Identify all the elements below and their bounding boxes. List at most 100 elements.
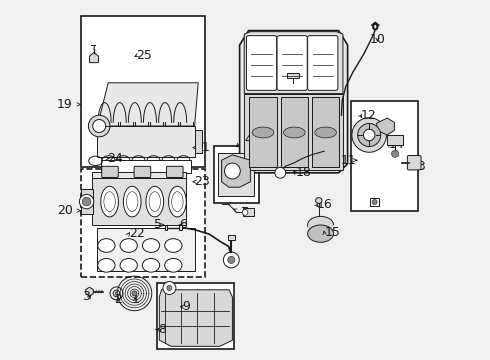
FancyBboxPatch shape bbox=[134, 166, 151, 177]
Ellipse shape bbox=[316, 198, 322, 203]
Text: 17: 17 bbox=[288, 70, 303, 83]
Circle shape bbox=[132, 291, 137, 296]
Ellipse shape bbox=[98, 258, 115, 272]
FancyBboxPatch shape bbox=[102, 166, 118, 177]
Ellipse shape bbox=[169, 186, 186, 217]
Circle shape bbox=[224, 163, 240, 179]
Circle shape bbox=[242, 210, 248, 215]
Ellipse shape bbox=[308, 225, 334, 242]
Polygon shape bbox=[98, 83, 198, 126]
FancyBboxPatch shape bbox=[246, 36, 277, 90]
Text: 1: 1 bbox=[131, 293, 139, 306]
Text: 13: 13 bbox=[411, 160, 426, 173]
Text: 18: 18 bbox=[295, 166, 311, 179]
Text: 10: 10 bbox=[369, 33, 386, 46]
Circle shape bbox=[352, 118, 387, 152]
Circle shape bbox=[364, 129, 375, 141]
Ellipse shape bbox=[284, 127, 305, 138]
Ellipse shape bbox=[165, 258, 182, 272]
Text: 19: 19 bbox=[57, 98, 73, 111]
Circle shape bbox=[115, 292, 118, 295]
Bar bbox=[165, 225, 167, 230]
Circle shape bbox=[223, 252, 239, 268]
FancyBboxPatch shape bbox=[308, 36, 338, 90]
Circle shape bbox=[79, 194, 94, 209]
Bar bbox=[92, 172, 186, 178]
FancyArrowPatch shape bbox=[91, 45, 92, 47]
Bar bbox=[308, 225, 334, 234]
Polygon shape bbox=[159, 290, 232, 346]
Circle shape bbox=[163, 282, 176, 294]
Text: 3: 3 bbox=[82, 291, 90, 303]
Bar bbox=[92, 178, 186, 225]
Ellipse shape bbox=[120, 239, 137, 252]
Circle shape bbox=[93, 120, 106, 132]
Bar bbox=[243, 208, 254, 216]
Polygon shape bbox=[377, 118, 394, 135]
Ellipse shape bbox=[165, 239, 182, 252]
Ellipse shape bbox=[146, 186, 164, 217]
Ellipse shape bbox=[98, 239, 115, 252]
Polygon shape bbox=[221, 155, 250, 187]
Bar bbox=[157, 283, 234, 349]
Bar bbox=[249, 97, 277, 167]
Text: 21: 21 bbox=[194, 141, 210, 154]
Text: 20: 20 bbox=[57, 204, 73, 217]
Ellipse shape bbox=[123, 186, 141, 217]
Bar bbox=[370, 198, 379, 206]
Polygon shape bbox=[86, 287, 93, 296]
Circle shape bbox=[358, 123, 381, 147]
Text: 8: 8 bbox=[158, 323, 166, 336]
Bar bbox=[81, 16, 205, 167]
Circle shape bbox=[167, 285, 172, 291]
Circle shape bbox=[372, 199, 377, 204]
Text: 9: 9 bbox=[182, 300, 190, 313]
Text: 5: 5 bbox=[154, 219, 162, 231]
Ellipse shape bbox=[143, 239, 160, 252]
Circle shape bbox=[392, 150, 399, 157]
Ellipse shape bbox=[143, 258, 160, 272]
Text: 25: 25 bbox=[136, 49, 152, 62]
Bar bbox=[98, 126, 195, 157]
Text: 22: 22 bbox=[129, 227, 145, 240]
Text: 4: 4 bbox=[244, 133, 252, 146]
Bar bbox=[245, 94, 343, 170]
Bar bbox=[351, 101, 418, 211]
Text: 7: 7 bbox=[241, 206, 249, 219]
Text: 2: 2 bbox=[114, 293, 122, 306]
Bar bbox=[281, 97, 308, 167]
FancyBboxPatch shape bbox=[167, 166, 183, 177]
FancyBboxPatch shape bbox=[277, 36, 307, 90]
Bar bbox=[215, 146, 259, 203]
Bar bbox=[195, 130, 202, 153]
Circle shape bbox=[228, 256, 235, 264]
Bar bbox=[101, 160, 191, 173]
Bar bbox=[98, 228, 195, 271]
Text: 14: 14 bbox=[389, 138, 405, 150]
Ellipse shape bbox=[101, 186, 119, 217]
Ellipse shape bbox=[120, 258, 137, 272]
Bar bbox=[218, 153, 254, 196]
Text: 16: 16 bbox=[316, 198, 332, 211]
Bar bbox=[81, 169, 205, 277]
Polygon shape bbox=[90, 53, 98, 63]
Polygon shape bbox=[240, 31, 347, 173]
Text: 23: 23 bbox=[194, 175, 210, 188]
Bar bbox=[387, 135, 403, 145]
FancyBboxPatch shape bbox=[407, 156, 421, 170]
Text: 11: 11 bbox=[341, 154, 357, 167]
Text: 12: 12 bbox=[360, 109, 376, 122]
Text: 6: 6 bbox=[179, 219, 187, 231]
Text: 15: 15 bbox=[324, 226, 340, 239]
Bar bbox=[179, 225, 182, 230]
Ellipse shape bbox=[252, 127, 274, 138]
Bar bbox=[288, 73, 299, 78]
Bar bbox=[228, 235, 235, 240]
Ellipse shape bbox=[315, 127, 337, 138]
Bar bbox=[81, 189, 93, 214]
Bar bbox=[312, 97, 339, 167]
Ellipse shape bbox=[308, 216, 334, 234]
Circle shape bbox=[82, 197, 91, 206]
Text: 24: 24 bbox=[107, 152, 123, 165]
Circle shape bbox=[275, 167, 286, 178]
